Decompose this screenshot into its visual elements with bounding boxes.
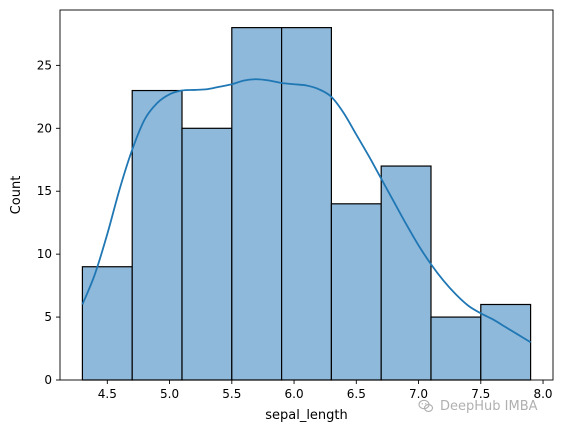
x-tick-label: 6.0 bbox=[285, 387, 304, 401]
x-tick-label: 5.0 bbox=[160, 387, 179, 401]
x-tick-label: 5.5 bbox=[222, 387, 241, 401]
plot-frame bbox=[59, 9, 554, 381]
y-tick-label: 25 bbox=[37, 58, 52, 72]
y-tick-label: 5 bbox=[44, 310, 52, 324]
x-tick-label: 7.0 bbox=[409, 387, 428, 401]
histogram-bar bbox=[430, 316, 482, 381]
histogram-bar bbox=[380, 165, 432, 381]
x-axis-ticks: 4.5 5.0 5.5 6.0 6.5 7.0 7.5 8.0 bbox=[98, 380, 553, 401]
histogram-bar bbox=[131, 89, 183, 381]
histogram-bars bbox=[81, 27, 532, 381]
histogram-bar bbox=[330, 203, 382, 381]
y-axis-label: Count bbox=[9, 176, 24, 215]
x-tick-label: 6.5 bbox=[347, 387, 366, 401]
histogram-bar bbox=[480, 303, 532, 381]
wechat-icon bbox=[418, 399, 434, 412]
y-tick-label: 15 bbox=[37, 184, 52, 198]
histogram-bar bbox=[181, 127, 233, 381]
y-tick-label: 20 bbox=[37, 121, 52, 135]
y-tick-label: 0 bbox=[44, 373, 52, 387]
kde-curve bbox=[81, 78, 532, 344]
x-tick-label: 7.5 bbox=[471, 387, 490, 401]
watermark: DeepHub IMBA bbox=[418, 398, 538, 414]
histogram-bar bbox=[281, 27, 332, 381]
y-tick-label: 10 bbox=[37, 247, 52, 261]
x-axis-label: sepal_length bbox=[265, 408, 348, 423]
watermark-text: DeepHub IMBA bbox=[440, 398, 538, 414]
x-tick-label: 8.0 bbox=[533, 387, 552, 401]
x-tick-label: 4.5 bbox=[98, 387, 117, 401]
histogram-bar bbox=[231, 27, 283, 381]
histogram-bar bbox=[81, 266, 133, 381]
y-axis-ticks: 0 5 10 15 20 25 bbox=[37, 58, 60, 387]
